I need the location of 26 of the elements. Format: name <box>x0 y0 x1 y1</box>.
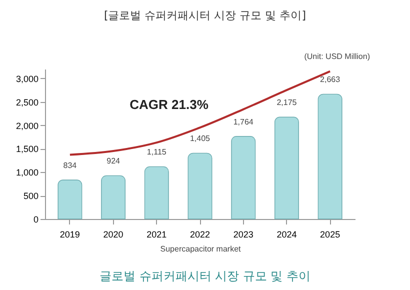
x-tick-label: 2019 <box>60 230 80 240</box>
x-axis-title: Supercapacitor market <box>160 244 242 254</box>
x-tick-label: 2021 <box>146 230 167 240</box>
text: 글로벌 슈퍼커패시터 시장 규모 및 추이 <box>98 268 312 285</box>
y-tick-label: 1,500 <box>16 144 38 154</box>
y-tick-label: 0 <box>33 214 38 224</box>
y-tick-label: 2,000 <box>16 120 38 131</box>
data-label: 2,175 <box>276 98 298 108</box>
data-label: 1,115 <box>146 148 167 157</box>
data-label: 924 <box>106 156 121 166</box>
x-tick-label: 2024 <box>276 230 297 240</box>
data-label: 834 <box>63 160 78 170</box>
y-tick-label: 2,500 <box>16 97 38 108</box>
x-tick-label: 2020 <box>103 230 124 240</box>
x-tick-label: 2025 <box>320 230 340 240</box>
data-label: 2,663 <box>320 75 341 84</box>
text: (Unit: USD Million) <box>304 52 370 61</box>
chart-title: [글로벌 슈퍼커패시터 시장 규모 및 추이] <box>102 8 308 23</box>
data-label: 1,764 <box>233 117 254 126</box>
y-tick-label: 1,000 <box>16 168 38 178</box>
x-tick-label: 2022 <box>190 230 210 240</box>
x-tick-label: 2023 <box>233 230 254 240</box>
data-label: 1,405 <box>190 134 211 144</box>
y-tick-label: 500 <box>23 191 38 202</box>
y-tick-label: 3,000 <box>16 74 38 84</box>
annotation: CAGR 21.3% <box>130 97 209 112</box>
